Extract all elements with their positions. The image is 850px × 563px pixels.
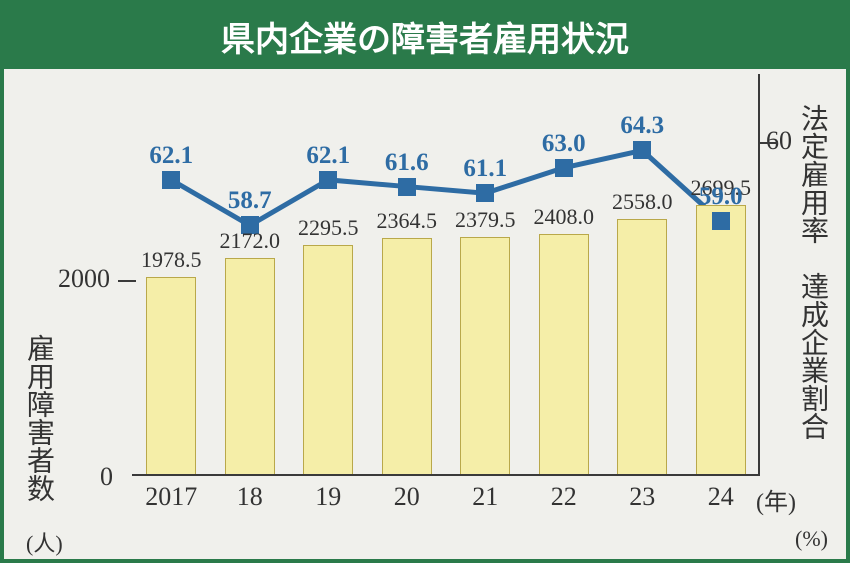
line-marker bbox=[633, 141, 651, 159]
plot-right-border bbox=[758, 74, 760, 476]
bar-value-label: 2364.5 bbox=[362, 208, 452, 234]
bar-value-label: 2408.0 bbox=[519, 204, 609, 230]
left-axis-label: 雇用障害者数 bbox=[18, 334, 58, 502]
right-axis-tick-60: 60 bbox=[766, 126, 792, 156]
year-label: 21 bbox=[445, 482, 525, 512]
bar bbox=[225, 258, 275, 476]
bar-value-label: 1978.5 bbox=[126, 247, 216, 273]
year-label: 24 bbox=[681, 482, 761, 512]
line-value-label: 62.1 bbox=[293, 142, 363, 170]
line-value-label: 64.3 bbox=[607, 112, 677, 140]
x-axis-unit: (年) bbox=[756, 482, 796, 517]
year-label: 19 bbox=[288, 482, 368, 512]
right-tick-mark bbox=[760, 142, 778, 144]
line-marker bbox=[476, 184, 494, 202]
line-value-label: 58.7 bbox=[215, 187, 285, 215]
line-value-label: 61.6 bbox=[372, 149, 442, 177]
right-axis-unit: (%) bbox=[795, 526, 828, 552]
line-value-label: 59.0 bbox=[686, 183, 756, 211]
bar-value-label: 2295.5 bbox=[283, 215, 373, 241]
chart-container: 県内企業の障害者雇用状況 2000 0 雇用障害者数 (人) 60 法定雇用率 … bbox=[0, 0, 850, 563]
bar bbox=[146, 277, 196, 476]
line-marker bbox=[319, 171, 337, 189]
line-marker bbox=[398, 178, 416, 196]
bar-value-label: 2558.0 bbox=[597, 189, 687, 215]
line-value-label: 63.0 bbox=[529, 130, 599, 158]
year-label: 18 bbox=[210, 482, 290, 512]
bar bbox=[382, 238, 432, 476]
right-axis-label: 法定雇用率 達成企業割合 bbox=[792, 104, 832, 440]
year-label: 20 bbox=[367, 482, 447, 512]
line-value-label: 61.1 bbox=[450, 155, 520, 183]
bar-value-label: 2379.5 bbox=[440, 207, 530, 233]
line-marker bbox=[555, 159, 573, 177]
year-label: 2017 bbox=[131, 482, 211, 512]
year-label: 22 bbox=[524, 482, 604, 512]
chart-title: 県内企業の障害者雇用状況 bbox=[4, 4, 846, 69]
bar-value-label: 2172.0 bbox=[205, 228, 295, 254]
bar bbox=[460, 237, 510, 476]
line-marker bbox=[712, 212, 730, 230]
bar bbox=[617, 219, 667, 476]
line-value-label: 62.1 bbox=[136, 142, 206, 170]
left-axis-tick-0: 0 bbox=[100, 462, 113, 492]
year-label: 23 bbox=[602, 482, 682, 512]
bar bbox=[539, 234, 589, 476]
left-axis-tick-2000: 2000 bbox=[58, 264, 110, 294]
bar bbox=[696, 205, 746, 476]
bar bbox=[303, 245, 353, 476]
x-axis-line bbox=[132, 474, 760, 476]
line-marker bbox=[162, 171, 180, 189]
left-axis-unit: (人) bbox=[26, 526, 63, 558]
